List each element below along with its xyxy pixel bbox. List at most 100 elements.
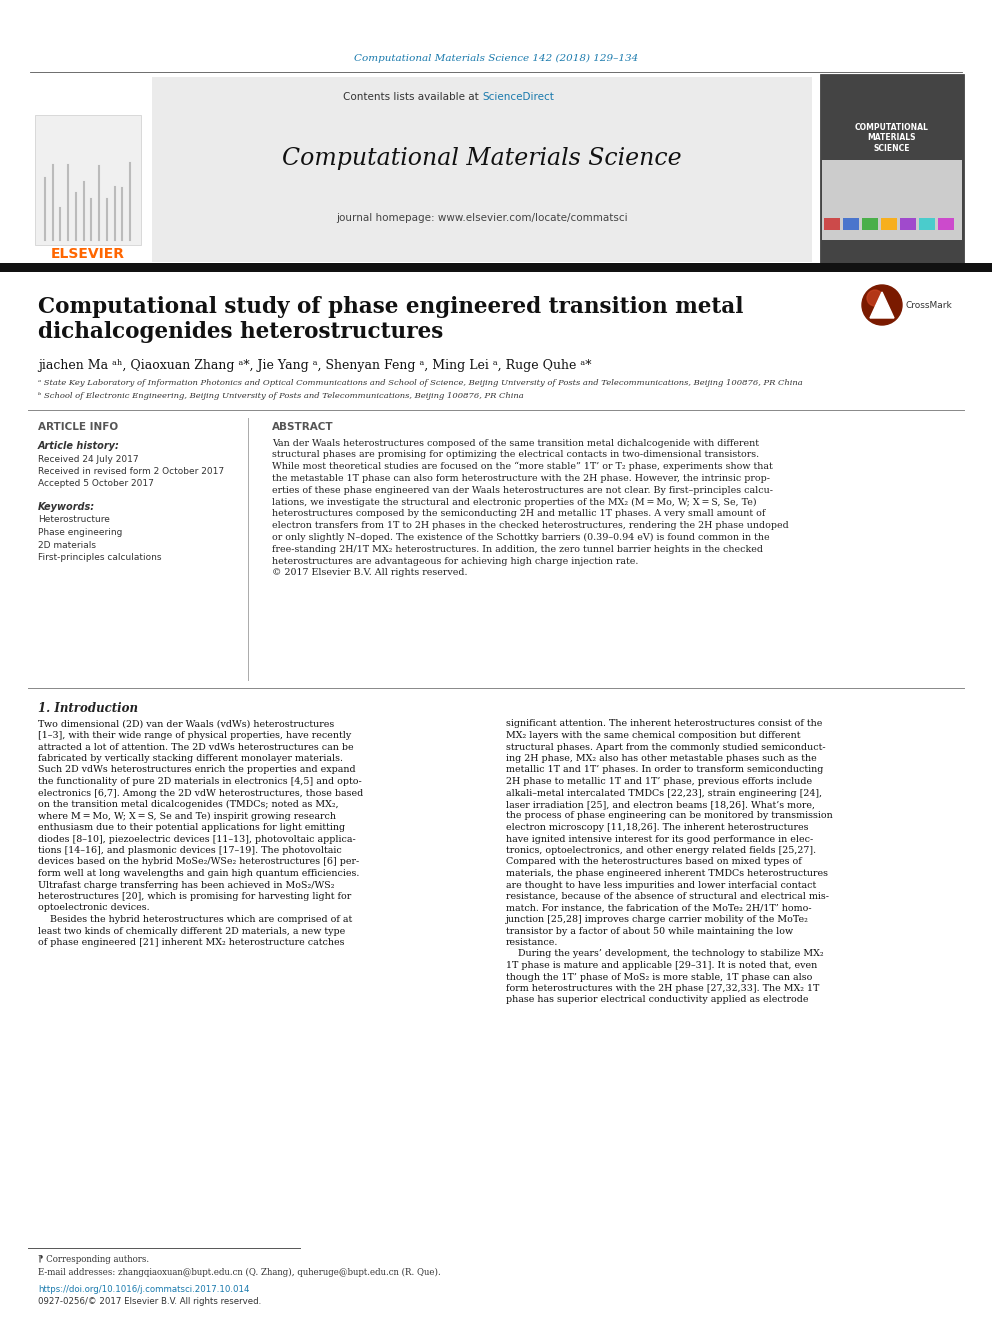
Text: are thought to have less impurities and lower interfacial contact: are thought to have less impurities and …: [506, 881, 816, 889]
Text: Phase engineering: Phase engineering: [38, 528, 122, 537]
Text: structural phases. Apart from the commonly studied semiconduct-: structural phases. Apart from the common…: [506, 742, 825, 751]
Bar: [822, 160, 962, 239]
Text: MX₂ layers with the same chemical composition but different: MX₂ layers with the same chemical compos…: [506, 732, 801, 740]
Circle shape: [867, 290, 883, 306]
Text: Contents lists available at: Contents lists available at: [343, 93, 482, 102]
Text: 1T phase is mature and applicable [29–31]. It is noted that, even: 1T phase is mature and applicable [29–31…: [506, 960, 817, 970]
Text: attracted a lot of attention. The 2D vdWs heterostructures can be: attracted a lot of attention. The 2D vdW…: [38, 742, 353, 751]
Text: electronics [6,7]. Among the 2D vdW heterostructures, those based: electronics [6,7]. Among the 2D vdW hete…: [38, 789, 363, 798]
Text: First-principles calculations: First-principles calculations: [38, 553, 162, 562]
Text: © 2017 Elsevier B.V. All rights reserved.: © 2017 Elsevier B.V. All rights reserved…: [272, 569, 467, 577]
Text: devices based on the hybrid MoSe₂/WSe₂ heterostructures [6] per-: devices based on the hybrid MoSe₂/WSe₂ h…: [38, 857, 359, 867]
Text: laser irradiation [25], and electron beams [18,26]. What’s more,: laser irradiation [25], and electron bea…: [506, 800, 815, 808]
Text: Such 2D vdWs heterostructures enrich the properties and expand: Such 2D vdWs heterostructures enrich the…: [38, 766, 355, 774]
Text: Two dimensional (2D) van der Waals (vdWs) heterostructures: Two dimensional (2D) van der Waals (vdWs…: [38, 720, 334, 729]
Text: ⁋ Corresponding authors.: ⁋ Corresponding authors.: [38, 1256, 149, 1265]
Text: Computational Materials Science 142 (2018) 129–134: Computational Materials Science 142 (201…: [354, 53, 638, 62]
Text: form heterostructures with the 2H phase [27,32,33]. The MX₂ 1T: form heterostructures with the 2H phase …: [506, 984, 819, 994]
Text: the metastable 1T phase can also form heterostructure with the 2H phase. However: the metastable 1T phase can also form he…: [272, 474, 770, 483]
Text: 0927-0256/© 2017 Elsevier B.V. All rights reserved.: 0927-0256/© 2017 Elsevier B.V. All right…: [38, 1298, 261, 1307]
Text: where M = Mo, W; X = S, Se and Te) inspirit growing research: where M = Mo, W; X = S, Se and Te) inspi…: [38, 811, 336, 820]
Bar: [919, 218, 935, 230]
Text: Ultrafast charge transferring has been achieved in MoS₂/WS₂: Ultrafast charge transferring has been a…: [38, 881, 334, 889]
Text: significant attention. The inherent heterostructures consist of the: significant attention. The inherent hete…: [506, 720, 822, 729]
Text: Computational study of phase engineered transition metal: Computational study of phase engineered …: [38, 296, 743, 318]
Text: of phase engineered [21] inherent MX₂ heterostructure catches: of phase engineered [21] inherent MX₂ he…: [38, 938, 344, 947]
Text: tions [14–16], and plasmonic devices [17–19]. The photovoltaic: tions [14–16], and plasmonic devices [17…: [38, 845, 342, 855]
Text: Van der Waals heterostructures composed of the same transition metal dichalcogen: Van der Waals heterostructures composed …: [272, 438, 759, 447]
Text: diodes [8–10], piezoelectric devices [11–13], photovoltaic applica-: diodes [8–10], piezoelectric devices [11…: [38, 835, 356, 844]
Text: While most theoretical studies are focused on the “more stable” 1T’ or T₂ phase,: While most theoretical studies are focus…: [272, 462, 773, 471]
Text: materials, the phase engineered inherent TMDCs heterostructures: materials, the phase engineered inherent…: [506, 869, 828, 878]
Text: E-mail addresses: zhangqiaoxuan@bupt.edu.cn (Q. Zhang), quheruge@bupt.edu.cn (R.: E-mail addresses: zhangqiaoxuan@bupt.edu…: [38, 1267, 440, 1277]
Text: the functionality of pure 2D materials in electronics [4,5] and opto-: the functionality of pure 2D materials i…: [38, 777, 362, 786]
Text: Besides the hybrid heterostructures which are comprised of at: Besides the hybrid heterostructures whic…: [38, 916, 352, 923]
Text: Received in revised form 2 October 2017: Received in revised form 2 October 2017: [38, 467, 224, 475]
Text: 1. Introduction: 1. Introduction: [38, 701, 138, 714]
Text: phase has superior electrical conductivity applied as electrode: phase has superior electrical conductivi…: [506, 995, 808, 1004]
Text: ABSTRACT: ABSTRACT: [272, 422, 333, 433]
Text: resistance.: resistance.: [506, 938, 558, 947]
Text: tronics, optoelectronics, and other energy related fields [25,27].: tronics, optoelectronics, and other ener…: [506, 845, 816, 855]
Text: ᵇ School of Electronic Engineering, Beijing University of Posts and Telecommunic: ᵇ School of Electronic Engineering, Beij…: [38, 392, 524, 400]
Text: CrossMark: CrossMark: [906, 300, 952, 310]
Text: ScienceDirect: ScienceDirect: [482, 93, 554, 102]
Bar: [824, 218, 840, 230]
Text: [1–3], with their wide range of physical properties, have recently: [1–3], with their wide range of physical…: [38, 732, 351, 740]
Text: heterostructures composed by the semiconducting 2H and metallic 1T phases. A ver: heterostructures composed by the semicon…: [272, 509, 766, 519]
Bar: [900, 218, 916, 230]
Bar: [0, 263, 992, 273]
Circle shape: [862, 284, 902, 325]
Text: on the transition metal dicalcogenides (TMDCs; noted as MX₂,: on the transition metal dicalcogenides (…: [38, 800, 338, 810]
Text: Received 24 July 2017: Received 24 July 2017: [38, 455, 139, 463]
Text: optoelectronic devices.: optoelectronic devices.: [38, 904, 150, 913]
Text: COMPUTATIONAL
MATERIALS
SCIENCE: COMPUTATIONAL MATERIALS SCIENCE: [855, 123, 929, 153]
Bar: [28, 77, 148, 262]
Text: journal homepage: www.elsevier.com/locate/commatsci: journal homepage: www.elsevier.com/locat…: [336, 213, 628, 224]
Bar: [862, 218, 878, 230]
Text: heterostructures are advantageous for achieving high charge injection rate.: heterostructures are advantageous for ac…: [272, 557, 639, 565]
Text: ARTICLE INFO: ARTICLE INFO: [38, 422, 118, 433]
Bar: [938, 218, 954, 230]
Text: fabricated by vertically stacking different monolayer materials.: fabricated by vertically stacking differ…: [38, 754, 343, 763]
Text: structural phases are promising for optimizing the electrical contacts in two-di: structural phases are promising for opti…: [272, 450, 759, 459]
Bar: [843, 218, 859, 230]
Text: 2H phase to metallic 1T and 1T’ phase, previous efforts include: 2H phase to metallic 1T and 1T’ phase, p…: [506, 777, 812, 786]
Text: alkali–metal intercalated TMDCs [22,23], strain engineering [24],: alkali–metal intercalated TMDCs [22,23],…: [506, 789, 822, 798]
Text: Keywords:: Keywords:: [38, 501, 95, 512]
Text: ELSEVIER: ELSEVIER: [51, 247, 125, 261]
Text: Compared with the heterostructures based on mixed types of: Compared with the heterostructures based…: [506, 857, 802, 867]
Text: During the years’ development, the technology to stabilize MX₂: During the years’ development, the techn…: [506, 950, 823, 958]
Text: have ignited intensive interest for its good performance in elec-: have ignited intensive interest for its …: [506, 835, 813, 844]
Text: the process of phase engineering can be monitored by transmission: the process of phase engineering can be …: [506, 811, 832, 820]
Text: Accepted 5 October 2017: Accepted 5 October 2017: [38, 479, 154, 487]
Bar: [820, 74, 964, 265]
Text: transistor by a factor of about 50 while maintaining the low: transistor by a factor of about 50 while…: [506, 926, 794, 935]
Text: ing 2H phase, MX₂ also has other metastable phases such as the: ing 2H phase, MX₂ also has other metasta…: [506, 754, 816, 763]
Text: Article history:: Article history:: [38, 441, 120, 451]
Text: Computational Materials Science: Computational Materials Science: [282, 147, 682, 169]
Text: 2D materials: 2D materials: [38, 541, 96, 549]
Text: lations, we investigate the structural and electronic properties of the MX₂ (M =: lations, we investigate the structural a…: [272, 497, 757, 507]
Text: electron transfers from 1T to 2H phases in the checked heterostructures, renderi: electron transfers from 1T to 2H phases …: [272, 521, 789, 531]
Text: resistance, because of the absence of structural and electrical mis-: resistance, because of the absence of st…: [506, 892, 829, 901]
Text: electron microscopy [11,18,26]. The inherent heterostructures: electron microscopy [11,18,26]. The inhe…: [506, 823, 808, 832]
Text: match. For instance, the fabrication of the MoTe₂ 2H/1T’ homo-: match. For instance, the fabrication of …: [506, 904, 811, 913]
Bar: [152, 77, 812, 262]
Text: jiachen Ma ᵃʰ, Qiaoxuan Zhang ᵃ*, Jie Yang ᵃ, Shenyan Feng ᵃ, Ming Lei ᵃ, Ruge Q: jiachen Ma ᵃʰ, Qiaoxuan Zhang ᵃ*, Jie Ya…: [38, 359, 591, 372]
Text: least two kinds of chemically different 2D materials, a new type: least two kinds of chemically different …: [38, 926, 345, 935]
Bar: [35, 115, 141, 245]
Text: form well at long wavelengths and gain high quantum efficiencies.: form well at long wavelengths and gain h…: [38, 869, 359, 878]
Bar: [881, 218, 897, 230]
Text: https://doi.org/10.1016/j.commatsci.2017.10.014: https://doi.org/10.1016/j.commatsci.2017…: [38, 1286, 250, 1294]
Text: erties of these phase engineered van der Waals heterostructures are not clear. B: erties of these phase engineered van der…: [272, 486, 773, 495]
Text: enthusiasm due to their potential applications for light emitting: enthusiasm due to their potential applic…: [38, 823, 345, 832]
Text: heterostructures [20], which is promising for harvesting light for: heterostructures [20], which is promisin…: [38, 892, 351, 901]
Text: metallic 1T and 1T’ phases. In order to transform semiconducting: metallic 1T and 1T’ phases. In order to …: [506, 766, 823, 774]
Text: ᵃ State Key Laboratory of Information Photonics and Optical Communications and S: ᵃ State Key Laboratory of Information Ph…: [38, 378, 803, 388]
Text: though the 1T’ phase of MoS₂ is more stable, 1T phase can also: though the 1T’ phase of MoS₂ is more sta…: [506, 972, 812, 982]
Text: Heterostructure: Heterostructure: [38, 516, 110, 524]
Text: junction [25,28] improves charge carrier mobility of the MoTe₂: junction [25,28] improves charge carrier…: [506, 916, 808, 923]
Text: dichalcogenides heterostructures: dichalcogenides heterostructures: [38, 321, 443, 343]
Text: free-standing 2H/1T MX₂ heterostructures. In addition, the zero tunnel barrier h: free-standing 2H/1T MX₂ heterostructures…: [272, 545, 763, 554]
